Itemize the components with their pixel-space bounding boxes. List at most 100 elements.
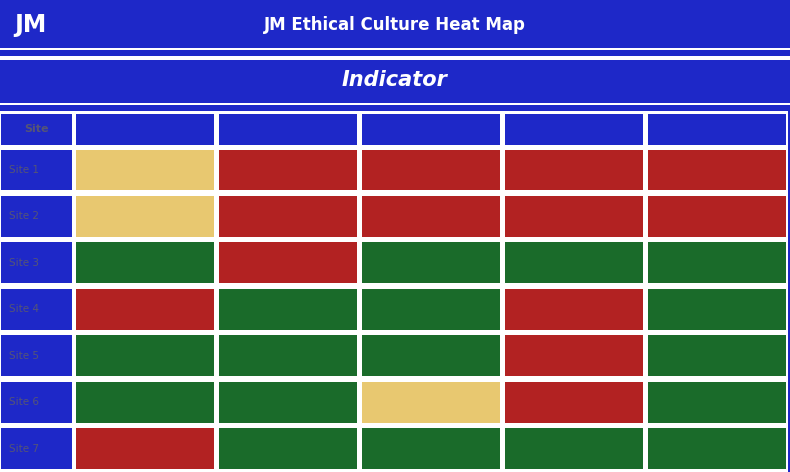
Bar (216, 379, 359, 382)
Text: Site 3: Site 3 (9, 258, 39, 268)
Bar (73, 423, 216, 426)
Bar (645, 240, 788, 243)
Bar (647, 382, 787, 423)
Bar (0, 426, 73, 428)
Text: Site 5: Site 5 (9, 351, 39, 361)
Bar (643, 286, 645, 333)
Bar (359, 286, 502, 289)
Bar (75, 243, 215, 283)
Bar (0, 426, 1, 472)
Text: JM Ethical Culture Heat Map: JM Ethical Culture Heat Map (264, 16, 526, 34)
Bar (73, 147, 216, 150)
Bar (0, 240, 1, 286)
Bar (0, 147, 1, 193)
Bar (647, 243, 787, 283)
Bar (73, 333, 76, 379)
Bar (359, 469, 502, 472)
Bar (359, 144, 502, 147)
Bar (359, 193, 502, 196)
Bar (502, 330, 645, 333)
Bar (645, 423, 788, 426)
Bar (0, 103, 790, 105)
Bar (216, 147, 219, 193)
Bar (214, 333, 216, 379)
Bar (359, 111, 502, 114)
Bar (359, 237, 502, 240)
Text: Site 1: Site 1 (9, 165, 39, 175)
Bar (647, 428, 787, 469)
Bar (357, 286, 359, 333)
Bar (786, 426, 788, 472)
Bar (502, 240, 645, 243)
Bar (361, 428, 501, 469)
Bar (359, 147, 502, 150)
Bar (75, 382, 215, 423)
Bar (218, 336, 358, 376)
Text: Total: Total (702, 124, 732, 134)
Text: Site 7: Site 7 (9, 444, 39, 454)
Bar (216, 191, 359, 193)
Bar (359, 283, 502, 286)
Bar (216, 193, 219, 240)
Bar (0, 376, 73, 379)
Bar (214, 379, 216, 426)
Bar (647, 289, 787, 330)
Bar (643, 111, 645, 147)
Bar (73, 191, 216, 193)
Bar (645, 193, 788, 196)
Bar (357, 379, 359, 426)
Bar (504, 382, 644, 423)
Bar (0, 379, 73, 382)
Bar (645, 111, 648, 147)
Text: Indicator 3: Indicator 3 (397, 124, 465, 134)
Bar (357, 193, 359, 240)
Bar (645, 237, 788, 240)
Bar (647, 196, 787, 237)
Bar (216, 240, 359, 243)
Bar (216, 469, 359, 472)
Bar (504, 196, 644, 237)
Bar (502, 469, 645, 472)
Text: JM: JM (14, 13, 47, 37)
Bar (75, 196, 215, 237)
Bar (216, 426, 219, 472)
Bar (73, 147, 76, 193)
Bar (645, 379, 788, 382)
Bar (0, 286, 1, 333)
Bar (502, 286, 505, 333)
Bar (645, 330, 788, 333)
Bar (500, 286, 502, 333)
Text: Indicator 4: Indicator 4 (540, 124, 608, 134)
Bar (786, 333, 788, 379)
Bar (0, 147, 73, 150)
Bar (645, 193, 648, 240)
Bar (504, 243, 644, 283)
Bar (73, 426, 216, 428)
Bar (500, 333, 502, 379)
Bar (359, 193, 362, 240)
Bar (73, 144, 216, 147)
Bar (0, 333, 73, 336)
Bar (359, 286, 362, 333)
Bar (645, 376, 788, 379)
Bar (643, 426, 645, 472)
Bar (361, 382, 501, 423)
Bar (786, 111, 788, 147)
Bar (502, 240, 505, 286)
Bar (216, 237, 359, 240)
Bar (645, 426, 788, 428)
Bar (216, 333, 219, 379)
Bar (359, 423, 502, 426)
Bar (359, 376, 502, 379)
Bar (73, 469, 216, 472)
Bar (73, 286, 76, 333)
Bar (216, 286, 359, 289)
Bar (647, 150, 787, 191)
Bar (73, 111, 216, 114)
Bar (645, 283, 788, 286)
Bar (73, 333, 216, 336)
Bar (359, 240, 502, 243)
Bar (216, 147, 359, 150)
Bar (502, 376, 645, 379)
Bar (359, 240, 362, 286)
